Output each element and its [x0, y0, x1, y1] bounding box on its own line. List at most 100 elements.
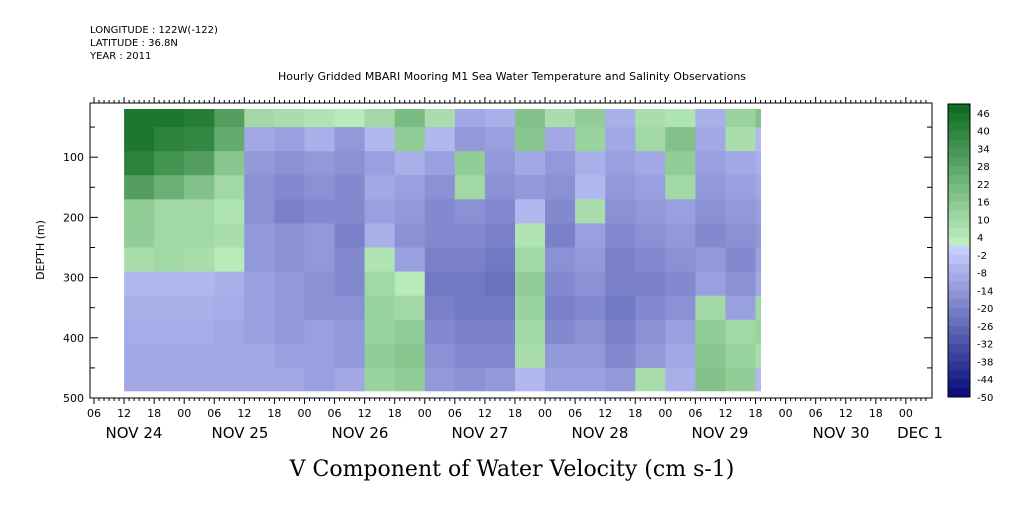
colorbar-band [948, 281, 970, 291]
heatmap-cell [124, 199, 155, 224]
heatmap-cell [484, 175, 516, 200]
heatmap-cell [184, 343, 215, 369]
colorbar-band [948, 308, 970, 318]
heatmap-cell [214, 151, 245, 176]
heatmap-cell [454, 343, 486, 369]
colorbar-band [948, 317, 970, 327]
colorbar-tick-label: -44 [977, 375, 993, 386]
heatmap-cell [484, 223, 516, 248]
x-hour-label: 12 [598, 407, 612, 420]
latitude-label: LATITUDE : 36.8N [90, 38, 178, 49]
heatmap-cell [274, 175, 305, 200]
heatmap-cell [214, 367, 245, 392]
heatmap-cell [575, 319, 606, 345]
heatmap-cell [695, 151, 726, 176]
x-hour-label: 00 [297, 407, 311, 420]
heatmap-cell [424, 367, 456, 392]
colorbar-tick-label: -20 [977, 304, 993, 315]
heatmap-cell [394, 223, 426, 248]
heatmap-cell [605, 271, 636, 297]
heatmap-cell [665, 367, 696, 392]
x-date-label: DEC 1 [897, 424, 943, 442]
heatmap-cell [244, 151, 275, 176]
heatmap-cell [665, 247, 696, 273]
heatmap-cell [304, 295, 336, 321]
colorbar-frame [947, 103, 971, 398]
heatmap-cell [334, 319, 366, 345]
heatmap-cell [184, 247, 215, 273]
x-hour-label: 18 [388, 407, 402, 420]
heatmap-cell [394, 367, 426, 392]
x-hour-label: 06 [568, 407, 582, 420]
heatmap-cell [695, 319, 726, 345]
heatmap-cell [214, 223, 245, 248]
heatmap-cell [334, 109, 366, 128]
heatmap-cell [575, 247, 606, 273]
heatmap-cell [124, 343, 155, 369]
y-axis-ticks: 100 200 300 400 500 [63, 126, 932, 405]
heatmap-cell [484, 151, 516, 176]
heatmap-cell [635, 109, 666, 128]
heatmap-cell [725, 319, 757, 345]
x-hour-label: 00 [538, 407, 552, 420]
x-date-label: NOV 25 [212, 424, 269, 442]
heatmap-cell [454, 127, 486, 152]
heatmap-cell [484, 109, 516, 128]
heatmap-cell [545, 151, 576, 176]
heatmap-cell [755, 343, 761, 369]
heatmap-cell [695, 127, 726, 152]
heatmap-cell [605, 151, 636, 176]
heatmap-cell [334, 127, 366, 152]
heatmap-cell [304, 343, 336, 369]
heatmap-cell [124, 223, 155, 248]
heatmap-cell [394, 109, 426, 128]
heatmap-cell [394, 295, 426, 321]
heatmap-cell [484, 127, 516, 152]
heatmap-cell [154, 151, 185, 176]
heatmap-cell [184, 199, 215, 224]
x-hour-label: 06 [448, 407, 462, 420]
heatmap-cell [635, 295, 666, 321]
heatmap-cell [695, 271, 726, 297]
colorbar-tick-label: 22 [977, 180, 990, 191]
x-hour-label: 00 [418, 407, 432, 420]
colorbar-tick-label: 28 [977, 162, 990, 173]
heatmap-cell [545, 367, 576, 392]
heatmap-cell [184, 319, 215, 345]
y-axis-title: DEPTH (m) [34, 220, 47, 280]
heatmap-cell [364, 199, 396, 224]
colorbar-band [948, 334, 970, 345]
heatmap-cell [364, 343, 396, 369]
heatmap-cell [244, 295, 275, 321]
x-hour-label: 06 [688, 407, 702, 420]
x-hour-label: 12 [358, 407, 372, 420]
x-hour-label: 18 [869, 407, 883, 420]
heatmap-cell [124, 127, 155, 152]
heatmap-cell [154, 127, 185, 152]
heatmap-cell [484, 247, 516, 273]
heatmap-cell [244, 343, 275, 369]
heatmap-cell [304, 151, 336, 176]
heatmap-cell [304, 271, 336, 297]
heatmap-cell [214, 109, 245, 128]
heatmap-cell [274, 199, 305, 224]
heatmap-cell [244, 319, 275, 345]
heatmap-cell [124, 271, 155, 297]
colorbar-band [948, 343, 970, 353]
heatmap-cell [334, 295, 366, 321]
heatmap-cell [334, 247, 366, 273]
heatmap-cell [184, 175, 215, 200]
colorbar-tick-label: -32 [977, 340, 993, 351]
heatmap-cell [274, 223, 305, 248]
plot-border [89, 102, 933, 399]
heatmap-cell [124, 367, 155, 392]
colorbar-band [948, 192, 970, 203]
heatmap-cell [755, 295, 761, 321]
heatmap-cell [635, 127, 666, 152]
heatmap-cell [244, 223, 275, 248]
heatmap-cell [454, 199, 486, 224]
x-hour-label: 18 [508, 407, 522, 420]
heatmap-cell [484, 295, 516, 321]
heatmap-cell [755, 175, 761, 200]
